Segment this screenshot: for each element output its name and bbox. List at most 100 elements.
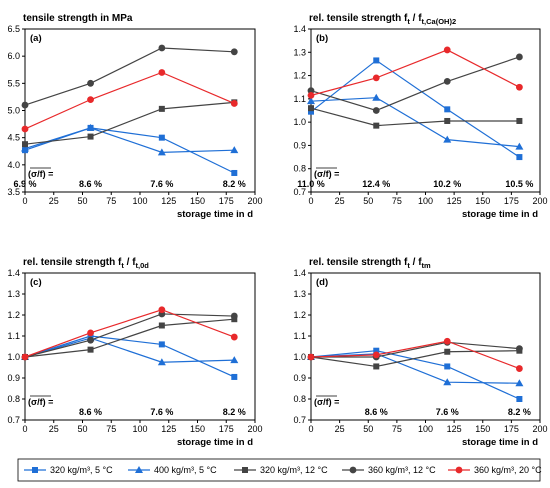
chart-title: rel. tensile strength ft / ftm bbox=[309, 257, 431, 270]
data-point bbox=[87, 133, 94, 140]
y-tick-label: 1.3 bbox=[293, 289, 306, 299]
annotation-value: 8.2 % bbox=[508, 407, 531, 417]
series-line bbox=[24, 47, 235, 106]
y-tick-label: 1.3 bbox=[7, 289, 20, 299]
series-line bbox=[310, 107, 520, 127]
y-tick-label: 1.2 bbox=[7, 310, 20, 320]
y-tick-label: 1.4 bbox=[293, 24, 306, 34]
y-tick-label: 4.5 bbox=[7, 133, 20, 143]
data-point bbox=[87, 346, 94, 353]
data-point bbox=[21, 125, 29, 133]
data-point bbox=[515, 53, 523, 61]
y-tick-label: 0.9 bbox=[293, 140, 306, 150]
series-line bbox=[310, 56, 520, 112]
x-tick-label: 50 bbox=[363, 196, 373, 206]
data-point bbox=[307, 97, 315, 105]
data-point bbox=[516, 154, 523, 161]
data-point bbox=[230, 146, 239, 154]
chart-title-mid: / f bbox=[124, 257, 136, 268]
data-point bbox=[21, 353, 29, 361]
data-point bbox=[231, 169, 238, 176]
x-tick-label: 25 bbox=[335, 196, 345, 206]
x-tick-label: 75 bbox=[106, 196, 116, 206]
data-point bbox=[157, 358, 166, 366]
chart-title-main: tensile strength in MPa bbox=[23, 13, 133, 24]
data-point bbox=[230, 48, 238, 56]
y-tick-label: 0.8 bbox=[293, 164, 306, 174]
x-axis-label: storage time in d bbox=[177, 437, 253, 448]
series-line bbox=[24, 335, 235, 378]
annotation-value: 8.6 % bbox=[365, 407, 388, 417]
annotation-value: 7.6 % bbox=[150, 407, 173, 417]
data-point bbox=[230, 312, 238, 320]
x-tick-label: 150 bbox=[475, 424, 490, 434]
y-tick-label: 5.5 bbox=[7, 78, 20, 88]
annotation-value: 10.5 % bbox=[505, 179, 533, 189]
x-tick-label: 0 bbox=[308, 196, 313, 206]
x-tick-label: 175 bbox=[504, 424, 519, 434]
data-point bbox=[443, 337, 451, 345]
y-tick-label: 1.0 bbox=[293, 352, 306, 362]
data-point bbox=[515, 345, 523, 352]
legend-entry: 400 kg/m³, 5 °C bbox=[154, 465, 217, 475]
y-tick-label: 1.2 bbox=[293, 310, 306, 320]
x-axis-label: storage time in d bbox=[177, 209, 253, 220]
y-tick-label: 1.2 bbox=[293, 71, 306, 81]
annotation-value: 8.6 % bbox=[79, 179, 102, 189]
y-tick-label: 0.8 bbox=[293, 394, 306, 404]
data-point bbox=[444, 348, 451, 355]
legend-entry: 360 kg/m³, 20 °C bbox=[474, 465, 542, 475]
x-tick-label: 75 bbox=[106, 424, 116, 434]
data-point bbox=[515, 365, 523, 372]
data-point bbox=[372, 74, 380, 82]
legend-marker bbox=[242, 467, 248, 473]
data-point bbox=[373, 363, 380, 370]
series-line bbox=[311, 341, 520, 358]
y-tick-label: 1.1 bbox=[293, 94, 306, 104]
data-point bbox=[443, 378, 452, 386]
y-tick-label: 1.1 bbox=[7, 331, 20, 341]
x-tick-label: 0 bbox=[308, 424, 313, 434]
x-tick-label: 0 bbox=[22, 424, 27, 434]
x-tick-label: 0 bbox=[22, 196, 27, 206]
x-tick-label: 25 bbox=[49, 196, 59, 206]
chart-panel-4: rel. tensile strength ft / ftm 0 25 50 75 100… bbox=[293, 257, 547, 448]
data-point bbox=[158, 105, 165, 112]
y-tick-label: 1.0 bbox=[7, 352, 20, 362]
chart-title-main: rel. tensile strength f bbox=[309, 13, 408, 24]
data-point bbox=[157, 148, 166, 156]
annotation-value: 7.6 % bbox=[150, 179, 173, 189]
annotation-value: 7.6 % bbox=[436, 407, 459, 417]
legend-entry: 320 kg/m³, 12 °C bbox=[260, 465, 328, 475]
legend-marker bbox=[349, 466, 357, 474]
chart-title: rel. tensile strength ft / ft,Ca(OH)2 bbox=[309, 13, 456, 26]
y-tick-label: 1.1 bbox=[293, 331, 306, 341]
x-tick-label: 200 bbox=[532, 424, 547, 434]
data-point bbox=[372, 107, 380, 114]
x-tick-label: 200 bbox=[532, 196, 547, 206]
x-tick-label: 50 bbox=[77, 424, 87, 434]
y-tick-label: 0.9 bbox=[293, 373, 306, 383]
legend-entry: 320 kg/m³, 5 °C bbox=[50, 465, 113, 475]
annotation-value: 12.4 % bbox=[362, 179, 390, 189]
y-tick-label: 1.4 bbox=[293, 268, 306, 278]
plot-frame bbox=[24, 28, 256, 193]
y-tick-label: 6.5 bbox=[7, 24, 20, 34]
x-axis-label: storage time in d bbox=[462, 209, 538, 220]
data-point bbox=[86, 123, 95, 131]
y-tick-label: 6.0 bbox=[7, 51, 20, 61]
chart-title: rel. tensile strength ft / ft,0d bbox=[23, 257, 149, 270]
data-point bbox=[87, 336, 94, 344]
data-point bbox=[158, 69, 166, 76]
data-point bbox=[515, 142, 524, 150]
x-tick-label: 125 bbox=[161, 424, 176, 434]
data-point bbox=[307, 353, 315, 361]
legend-marker bbox=[135, 466, 143, 473]
panel-label: (a) bbox=[30, 33, 42, 44]
data-point bbox=[444, 106, 451, 113]
x-axis-label: storage time in d bbox=[462, 437, 538, 448]
series-line bbox=[24, 127, 235, 153]
data-point bbox=[516, 396, 523, 402]
chart-panel-3: rel. tensile strength ft / ft,0d 0 25 50 75 1… bbox=[7, 257, 262, 448]
x-tick-label: 200 bbox=[247, 196, 262, 206]
